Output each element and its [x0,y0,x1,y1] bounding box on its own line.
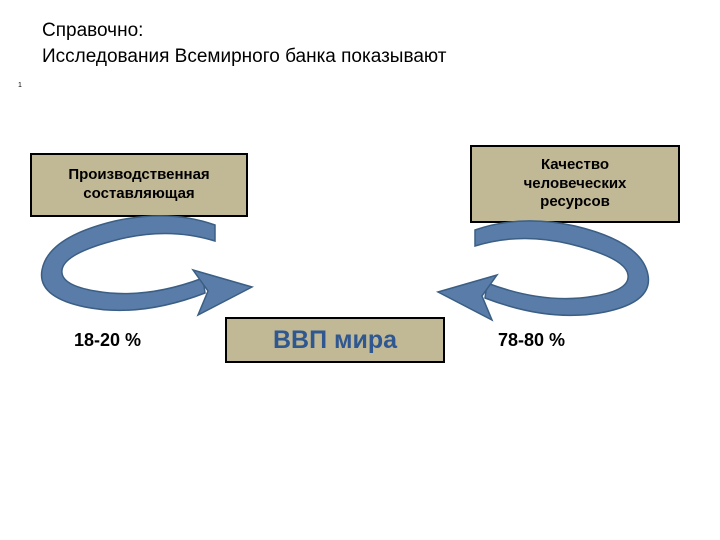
box-production-line2: составляющая [68,185,209,204]
box-quality-line2: человеческих [524,175,627,194]
percentage-right: 78-80 % [498,330,565,351]
percentage-left: 18-20 % [74,330,141,351]
arrow-left-icon [30,215,260,325]
box-quality-line3: ресурсов [524,193,627,212]
box-production-line1: Производственная [68,166,209,185]
arrow-right-icon [430,220,660,330]
box-gdp-text: ВВП мира [273,326,397,355]
box-production: Производственная составляющая [30,153,248,217]
box-quality-line1: Качество [524,156,627,175]
box-quality: Качество человеческих ресурсов [470,145,680,223]
title-line1: Справочно: [42,18,446,44]
title-line2: Исследования Всемирного банка показывают [42,44,446,70]
title-block: Справочно: Исследования Всемирного банка… [42,18,446,69]
tiny-label: 1 [18,82,22,89]
